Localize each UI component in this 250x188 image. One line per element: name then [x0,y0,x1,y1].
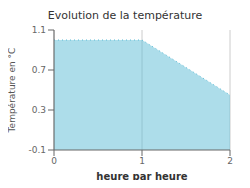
svg-text:Température en °C: Température en °C [8,48,17,134]
svg-text:1: 1 [139,156,145,166]
svg-text:0: 0 [51,156,57,166]
svg-text:2: 2 [227,156,233,166]
html-text:Evolution de la température: Evolution de la température [47,9,203,22]
svg-text:0.3: 0.3 [32,105,46,115]
svg-text:0.7: 0.7 [32,65,46,75]
svg-text:heure par heure: heure par heure [96,171,187,180]
svg-text:1.1: 1.1 [32,25,46,35]
svg-text:-0.1: -0.1 [28,145,46,155]
